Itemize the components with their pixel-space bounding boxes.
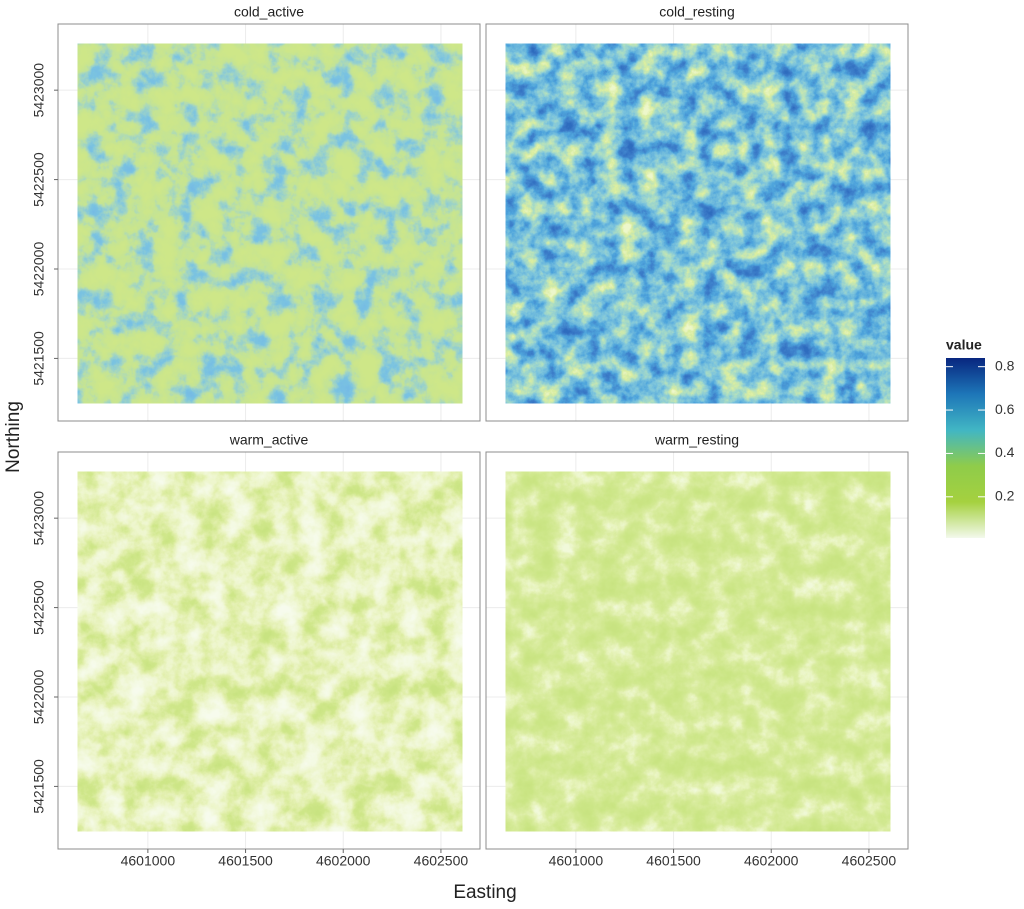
y-axis-title: Northing [3,401,24,473]
x-tick-label: 4601500 [646,853,701,869]
y-tick-label: 5423000 [31,63,47,118]
facet-label: warm_active [229,432,309,448]
facet-label: warm_resting [654,432,739,448]
raster [77,471,463,832]
raster [505,43,891,404]
x-axis-title: Easting [453,882,516,903]
x-tick-label: 4601000 [549,853,604,869]
panel-frame [57,451,481,850]
colorbar [946,358,985,538]
colorbar-tick-label: 0.8 [995,357,1015,373]
colorbar-tick-label: 0.2 [995,487,1015,503]
x-tick-label: 4602500 [842,853,897,869]
y-tick-label: 5422000 [31,242,47,297]
x-tick-label: 4602500 [414,853,469,869]
x-tick-label: 4602000 [316,853,371,869]
y-tick-label: 5421500 [31,331,47,386]
y-tick-label: 5422500 [31,152,47,207]
x-tick-label: 4601500 [218,853,273,869]
legend-title: value [946,337,982,353]
y-tick-label: 5422000 [31,670,47,725]
panel-frame [485,451,909,850]
y-tick-label: 5421500 [31,759,47,814]
facet-label: cold_active [234,4,304,20]
raster [505,471,891,832]
y-tick-label: 5422500 [31,580,47,635]
colorbar-tick-label: 0.6 [995,401,1015,417]
raster [77,43,463,404]
y-tick-label: 5423000 [31,491,47,546]
facet-label: cold_resting [659,4,735,20]
colorbar-tick-label: 0.4 [995,444,1015,460]
x-tick-label: 4601000 [121,853,176,869]
panel-frame [57,23,481,422]
x-tick-label: 4602000 [744,853,799,869]
panel-frame [485,23,909,422]
